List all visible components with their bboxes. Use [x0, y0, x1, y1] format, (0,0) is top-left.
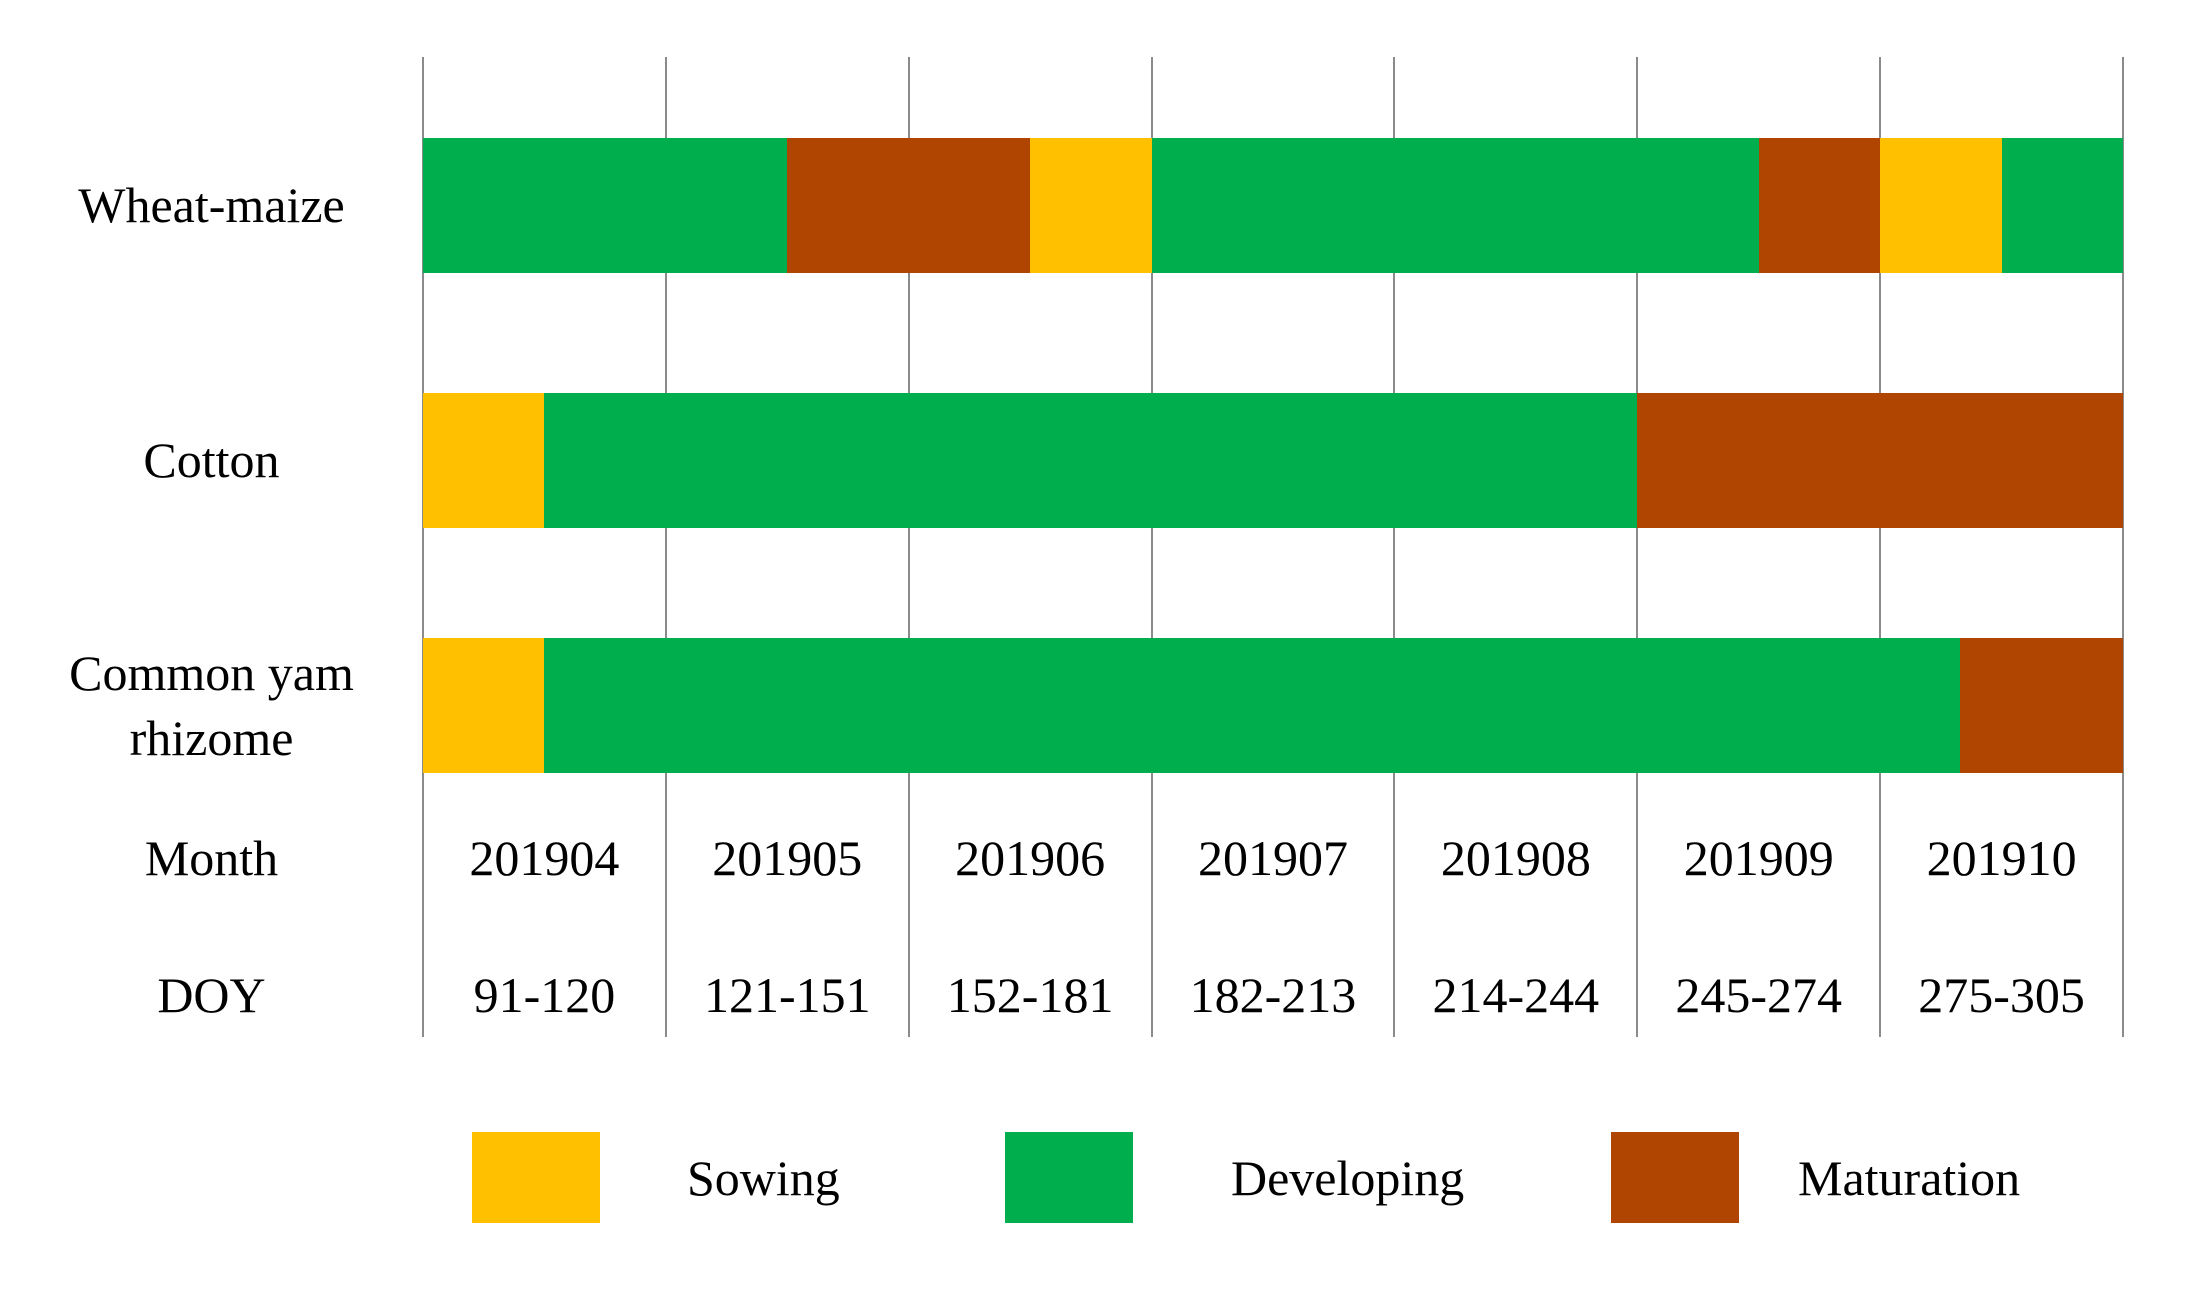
row-label-cotton: Cotton: [143, 432, 280, 488]
doy-label-245-274: 245-274: [1675, 967, 1843, 1023]
bar-segment-sowing: [1030, 138, 1152, 273]
row-label-common-yam-rhizome: Common yam rhizome: [69, 644, 354, 766]
gridline: [1636, 57, 1639, 1037]
legend-label-sowing: Sowing: [687, 1149, 840, 1206]
legend-swatch-maturation: [1611, 1132, 1739, 1223]
row-label-wheat-maize: Wheat-maize: [78, 177, 345, 233]
month-label-201910: 201910: [1926, 830, 2077, 886]
bar-segment-sowing: [423, 638, 545, 773]
doy-axis-title: DOY: [157, 967, 266, 1023]
bar-segment-maturation: [1960, 638, 2123, 773]
month-axis-title: Month: [144, 830, 279, 886]
legend-swatch-developing: [1005, 1132, 1133, 1223]
bar-segment-sowing: [423, 393, 545, 528]
doy-label-121-151: 121-151: [703, 967, 871, 1023]
legend-label-maturation: Maturation: [1798, 1149, 2021, 1206]
bar-segment-developing: [544, 638, 1961, 773]
bar-segment-maturation: [1758, 138, 1881, 273]
bar-segment-developing: [2001, 138, 2123, 273]
doy-label-275-305: 275-305: [1918, 967, 2085, 1023]
legend-label-developing: Developing: [1231, 1149, 1465, 1206]
gridline: [907, 57, 910, 1037]
doy-label-214-244: 214-244: [1432, 967, 1600, 1023]
legend-swatch-sowing: [472, 1132, 600, 1223]
month-label-201905: 201905: [712, 830, 863, 886]
month-label-201907: 201907: [1197, 830, 1348, 886]
gridline: [1393, 57, 1396, 1037]
bar-segment-maturation: [1637, 393, 2123, 528]
doy-label-182-213: 182-213: [1189, 967, 1357, 1023]
month-label-201909: 201909: [1683, 830, 1834, 886]
gridline: [1879, 57, 1882, 1037]
gridline: [422, 57, 424, 1037]
gridline: [1150, 57, 1153, 1037]
bar-segment-developing: [1151, 138, 1759, 273]
bar-segment-sowing: [1880, 138, 2002, 273]
gridline: [664, 57, 667, 1037]
bar-segment-developing: [544, 393, 1638, 528]
month-label-201908: 201908: [1440, 830, 1591, 886]
bar-segment-developing: [423, 138, 788, 273]
month-label-201904: 201904: [469, 830, 620, 886]
bar-segment-maturation: [787, 138, 1031, 273]
doy-label-91-120: 91-120: [473, 967, 616, 1023]
month-label-201906: 201906: [955, 830, 1106, 886]
doy-label-152-181: 152-181: [946, 967, 1114, 1023]
gridline: [2122, 57, 2124, 1037]
